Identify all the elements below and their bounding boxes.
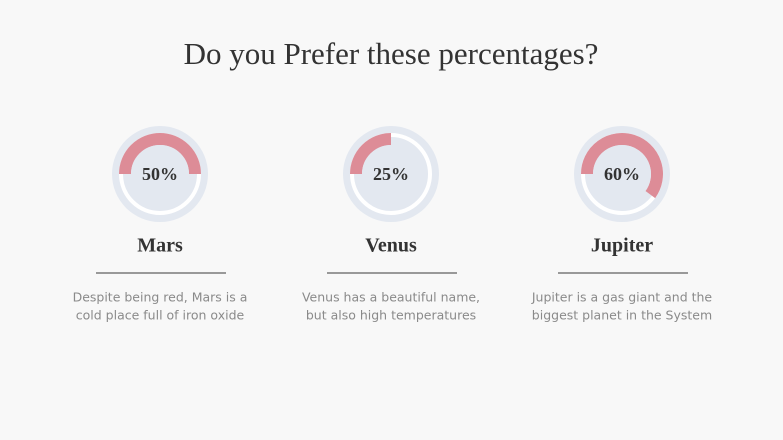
description: Venus has a beautiful name, [302, 290, 480, 305]
gauge-center [131, 145, 189, 203]
gauge-arc [581, 133, 663, 199]
gauge-arc [119, 133, 201, 175]
planet-name: Jupiter [591, 235, 653, 257]
gauge-label: 60% [604, 164, 640, 184]
description: but also high temperatures [306, 308, 476, 323]
slide-title: Do you Prefer these percentages? [184, 36, 599, 71]
description: cold place full of iron oxide [76, 308, 245, 323]
gauge-center [362, 145, 420, 203]
description: biggest planet in the System [532, 308, 712, 323]
description: Despite being red, Mars is a [73, 290, 248, 305]
gauge-label: 50% [142, 164, 178, 184]
gauge-label: 25% [373, 164, 409, 184]
gauge-center [593, 145, 651, 203]
planet-name: Venus [365, 235, 417, 257]
description: Jupiter is a gas giant and the [531, 290, 713, 305]
gauge-arc [350, 133, 392, 175]
planet-name: Mars [137, 235, 183, 257]
